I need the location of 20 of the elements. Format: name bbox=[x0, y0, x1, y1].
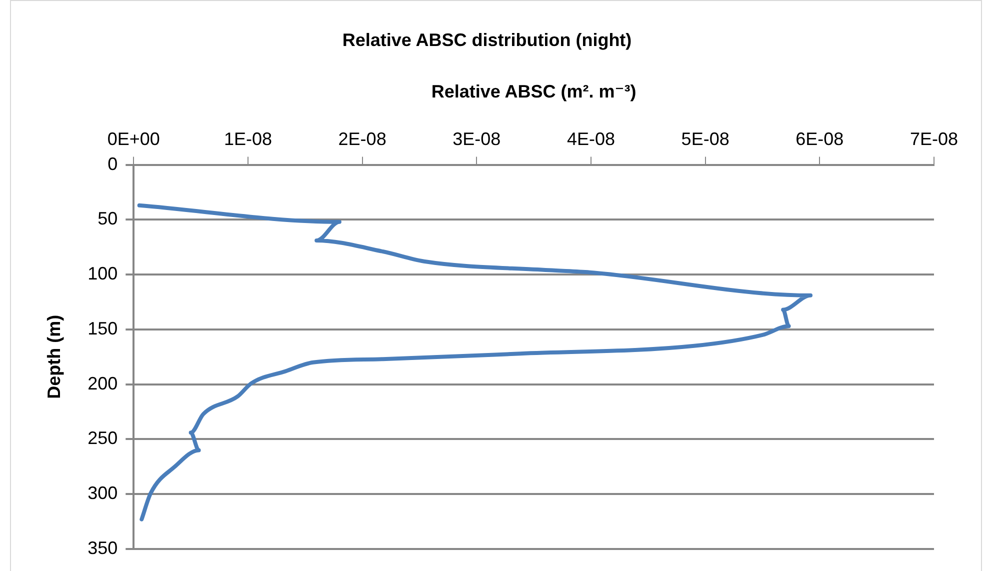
x-tick-label: 3E-08 bbox=[452, 128, 501, 149]
x-tick-label: 4E-08 bbox=[566, 128, 616, 149]
x-tick-label: 7E-08 bbox=[910, 128, 958, 149]
y-tick-label: 0 bbox=[108, 154, 118, 174]
chart-title: Relative ABSC distribution (night) bbox=[342, 30, 632, 50]
y-axis-title: Depth (m) bbox=[44, 314, 64, 399]
x-tick-label: 2E-08 bbox=[338, 128, 386, 149]
y-tick-label: 100 bbox=[88, 264, 118, 284]
y-tick-label: 150 bbox=[88, 318, 118, 338]
y-tick-label: 300 bbox=[88, 483, 118, 504]
y-tick-label: 350 bbox=[88, 538, 118, 558]
line-series bbox=[137, 203, 813, 522]
y-tick-label: 250 bbox=[88, 428, 118, 448]
x-axis-title: Relative ABSC (m². m⁻³) bbox=[431, 81, 636, 102]
x-tick-label: 6E-08 bbox=[796, 128, 844, 149]
x-tick-label: 5E-08 bbox=[681, 128, 730, 149]
y-tick-label: 50 bbox=[98, 208, 118, 229]
y-tick-label: 200 bbox=[88, 373, 118, 394]
x-tick-label: 0E+00 bbox=[107, 128, 160, 149]
x-tick-label: 1E-08 bbox=[224, 128, 272, 149]
